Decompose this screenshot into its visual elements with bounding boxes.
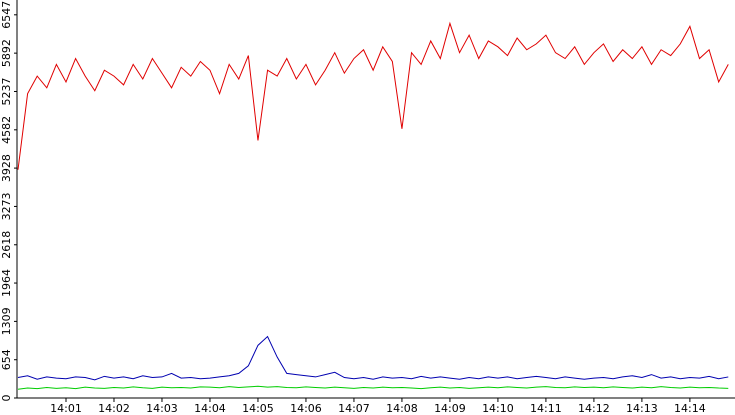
x-tick-label: 14:06 bbox=[290, 402, 322, 415]
series-line bbox=[17, 335, 729, 381]
y-tick-label: 0 bbox=[0, 395, 13, 402]
y-tick-label: 5237 bbox=[0, 77, 13, 105]
y-tick-label: 654 bbox=[0, 349, 13, 370]
x-tick-label: 14:10 bbox=[482, 402, 514, 415]
x-tick-label: 14:02 bbox=[98, 402, 130, 415]
x-tick-label: 14:13 bbox=[626, 402, 658, 415]
x-tick-label: 14:09 bbox=[434, 402, 466, 415]
x-tick-label: 14:05 bbox=[242, 402, 274, 415]
y-tick-label: 6547 bbox=[0, 1, 13, 29]
y-tick-label: 3273 bbox=[0, 192, 13, 220]
y-tick-label: 5892 bbox=[0, 39, 13, 67]
x-tick-label: 14:04 bbox=[194, 402, 226, 415]
y-tick-label: 4582 bbox=[0, 116, 13, 144]
x-tick-label: 14:01 bbox=[50, 402, 82, 415]
y-tick-label: 1964 bbox=[0, 269, 13, 297]
y-tick-label: 2618 bbox=[0, 231, 13, 259]
x-tick-label: 14:14 bbox=[674, 402, 706, 415]
series-line bbox=[17, 385, 729, 390]
series-line bbox=[17, 21, 729, 170]
y-tick-label: 3928 bbox=[0, 154, 13, 182]
x-tick-label: 14:11 bbox=[530, 402, 562, 415]
y-tick-label: 1309 bbox=[0, 307, 13, 335]
x-tick-label: 14:03 bbox=[146, 402, 178, 415]
x-tick-label: 14:08 bbox=[386, 402, 418, 415]
x-tick-label: 14:07 bbox=[338, 402, 370, 415]
x-tick-label: 14:12 bbox=[578, 402, 610, 415]
